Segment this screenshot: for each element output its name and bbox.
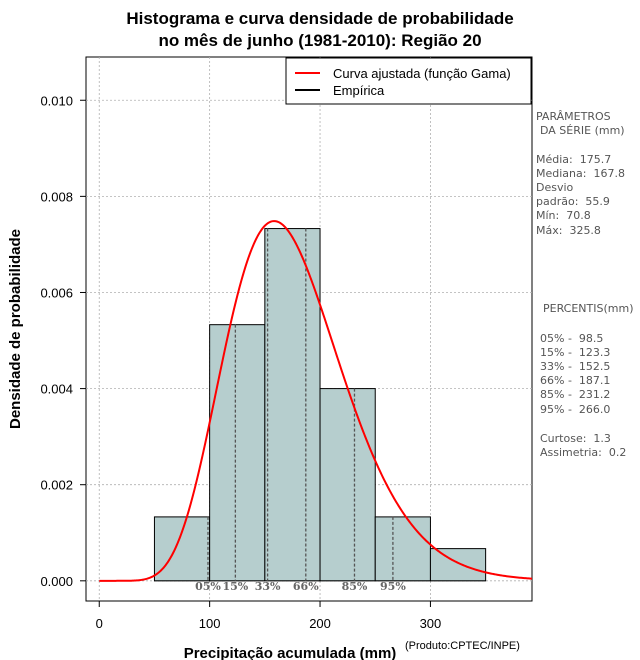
y-tick-label-0.004: 0.004	[40, 382, 73, 397]
x-axis-title: Precipitação acumulada (mm)	[184, 645, 397, 660]
param-min: Mín: 70.8	[536, 209, 591, 222]
x-tick-label-100: 100	[199, 616, 221, 631]
parametros-heading: PARÂMETROS	[536, 110, 611, 123]
percentil-95: 95% - 266.0	[540, 403, 611, 416]
chart-title-line1: Histograma e curva densidade de probabil…	[126, 9, 514, 28]
histogram-bar-5	[374, 516, 431, 582]
param-media: Média: 175.7	[536, 153, 612, 166]
percentil-85: 85% - 231.2	[540, 388, 611, 401]
x-tick-label-200: 200	[309, 616, 331, 631]
legend-empirical-label: Empírica	[333, 83, 385, 98]
y-tick-label-0.010: 0.010	[40, 93, 73, 108]
percentile-label-85: 85%	[342, 580, 368, 593]
histogram-bar-4	[319, 388, 376, 582]
fitted-curve-group	[99, 220, 533, 582]
param-mediana: Mediana: 167.8	[536, 167, 625, 180]
percentil-33: 33% - 152.5	[540, 360, 611, 373]
percentile-label-95: 95%	[380, 580, 406, 593]
percentil-15: 15% - 123.3	[540, 346, 611, 359]
percentile-label-05: 05%	[195, 580, 221, 593]
histogram-bar-6	[429, 548, 487, 582]
percentil-66: 66% - 187.1	[540, 374, 611, 387]
percentis-heading: PERCENTIS(mm)	[543, 302, 634, 315]
percentile-label-66: 66%	[293, 580, 319, 593]
y-axis-title: Densidade de probabilidade	[7, 229, 24, 429]
legend-box	[285, 57, 532, 105]
param-max: Máx: 325.8	[536, 224, 601, 237]
histogram-bar-2	[209, 324, 266, 582]
fitted-gamma-curve	[99, 220, 533, 582]
legend-fitted-label: Curva ajustada (função Gama)	[333, 66, 511, 81]
legend: Curva ajustada (função Gama) Empírica	[285, 57, 532, 105]
histogram-bar-1	[153, 516, 211, 582]
y-tick-label-0.000: 0.000	[40, 574, 73, 589]
axes: 0 100 200 300 0.000 0.002 0.004 0.006 0.008 0.010	[40, 93, 441, 631]
y-tick-label-0.002: 0.002	[40, 478, 73, 493]
histogram-bar-3	[264, 228, 321, 582]
produto-credit: (Produto:CPTEC/INPE)	[405, 640, 520, 652]
percentile-markers: 05% 15% 33% 66% 85% 95%	[195, 228, 406, 593]
percentil-05: 05% - 98.5	[540, 332, 604, 345]
x-tick-label-0: 0	[96, 616, 103, 631]
x-tick-label-300: 300	[420, 616, 442, 631]
curtose: Curtose: 1.3	[540, 432, 611, 445]
histogram-bars	[153, 228, 487, 582]
parametros-heading-2: DA SÉRIE (mm)	[540, 124, 625, 137]
assimetria: Assimetria: 0.2	[540, 446, 627, 459]
chart-title-line2: no mês de junho (1981-2010): Região 20	[158, 31, 482, 50]
y-tick-label-0.006: 0.006	[40, 285, 73, 300]
param-desvio-label: Desvio	[536, 181, 574, 194]
y-tick-label-0.008: 0.008	[40, 189, 73, 204]
param-desvio-value: padrão: 55.9	[536, 195, 610, 208]
percentile-label-15: 15%	[222, 580, 248, 593]
percentile-label-33: 33%	[255, 580, 281, 593]
